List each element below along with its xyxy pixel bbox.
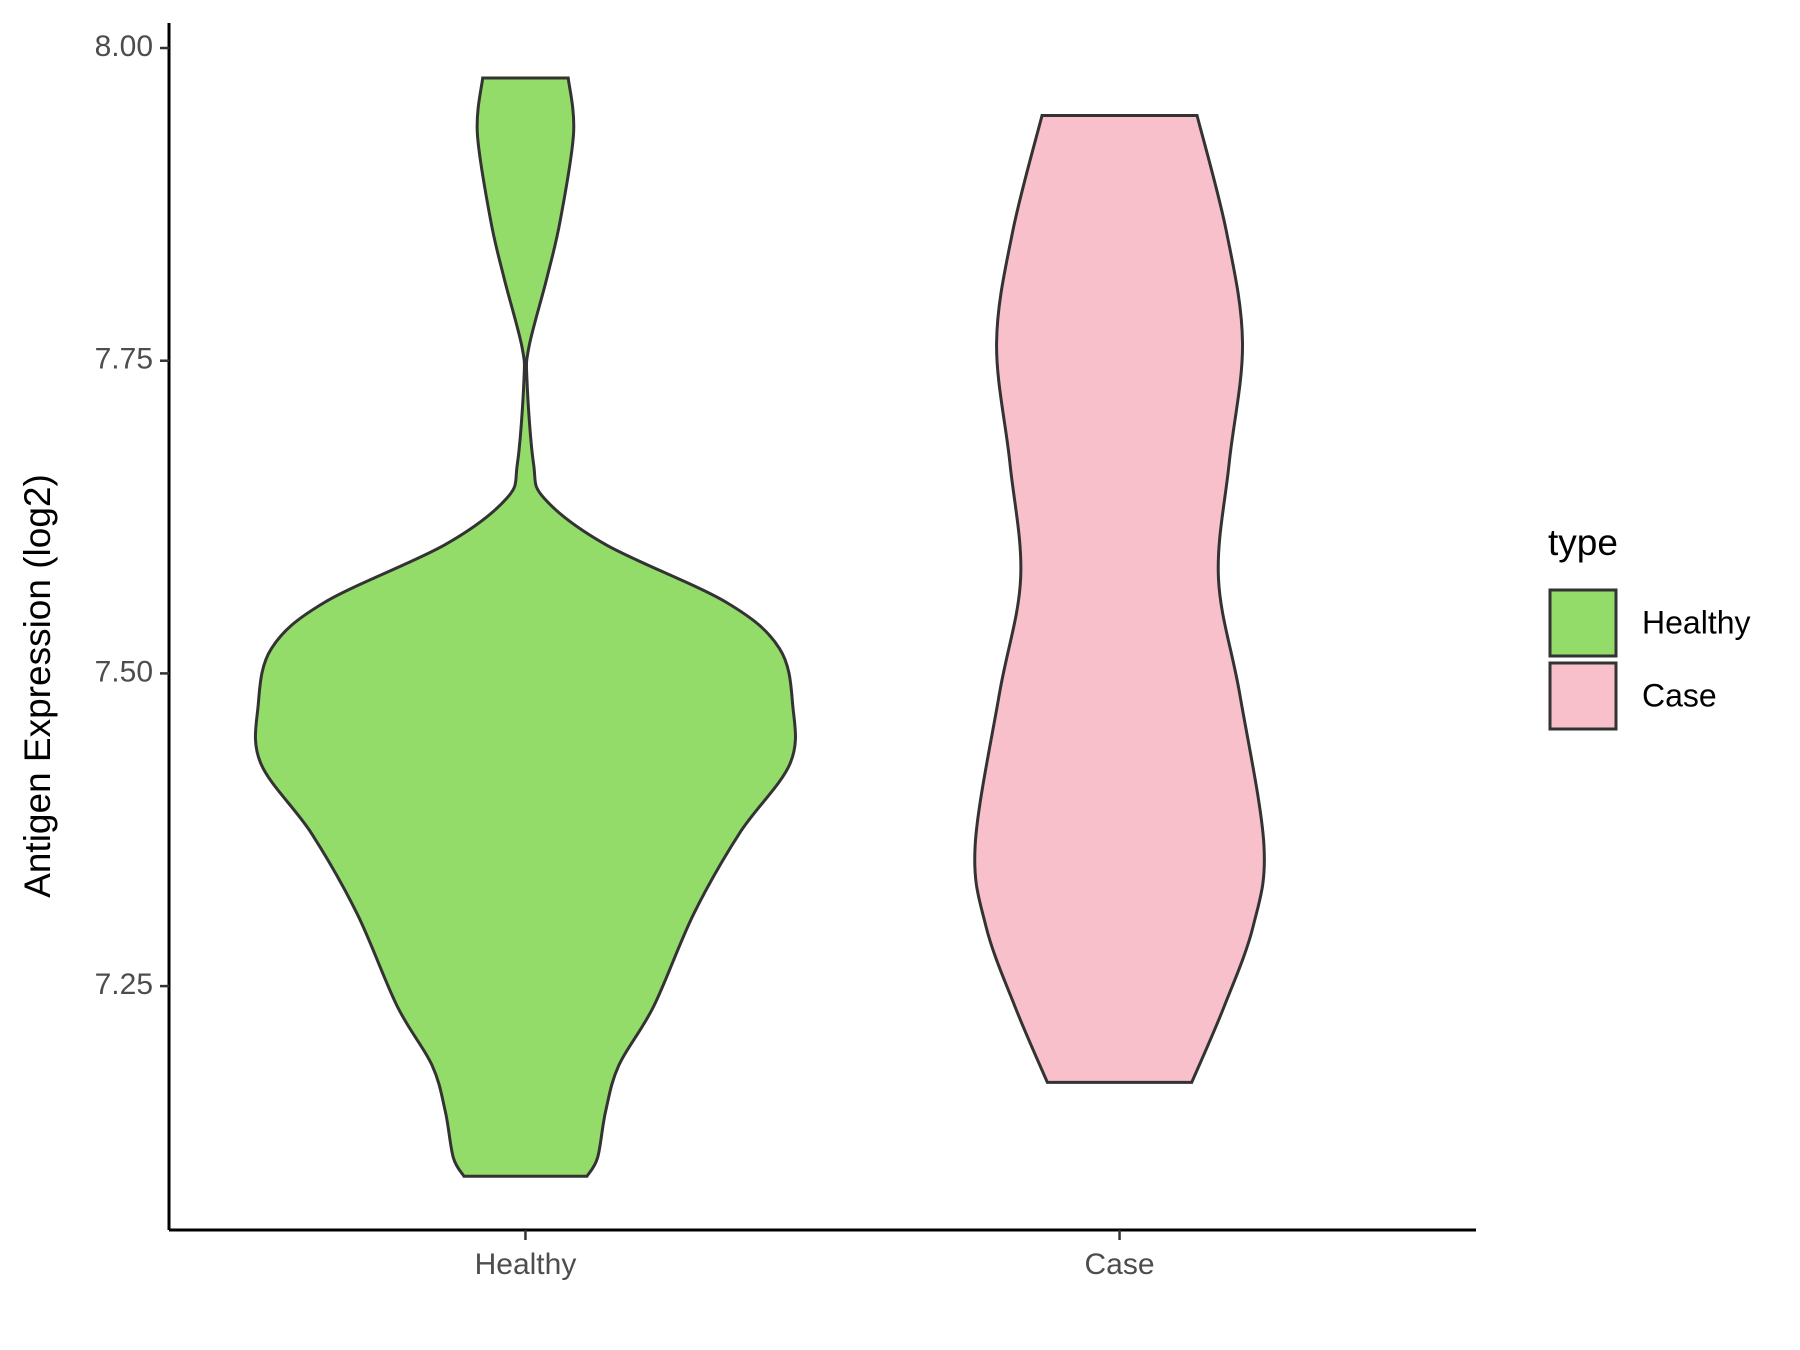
legend-label: Case: [1642, 677, 1717, 713]
y-axis-title: Antigen Expression (log2): [17, 474, 58, 898]
y-tick-label: 7.50: [95, 655, 153, 688]
x-tick-label: Healthy: [475, 1248, 577, 1281]
violin: [973, 114, 1266, 1084]
legend-title: type: [1548, 522, 1618, 563]
y-tick-label: 8.00: [95, 30, 153, 63]
y-tick-label: 7.25: [95, 968, 153, 1001]
y-tick-label: 7.75: [95, 343, 153, 376]
x-tick-label: Case: [1085, 1248, 1155, 1281]
violin: [253, 76, 797, 1178]
legend-label: Healthy: [1642, 604, 1751, 640]
legend-key: [1548, 661, 1618, 731]
legend-key: [1548, 588, 1618, 658]
